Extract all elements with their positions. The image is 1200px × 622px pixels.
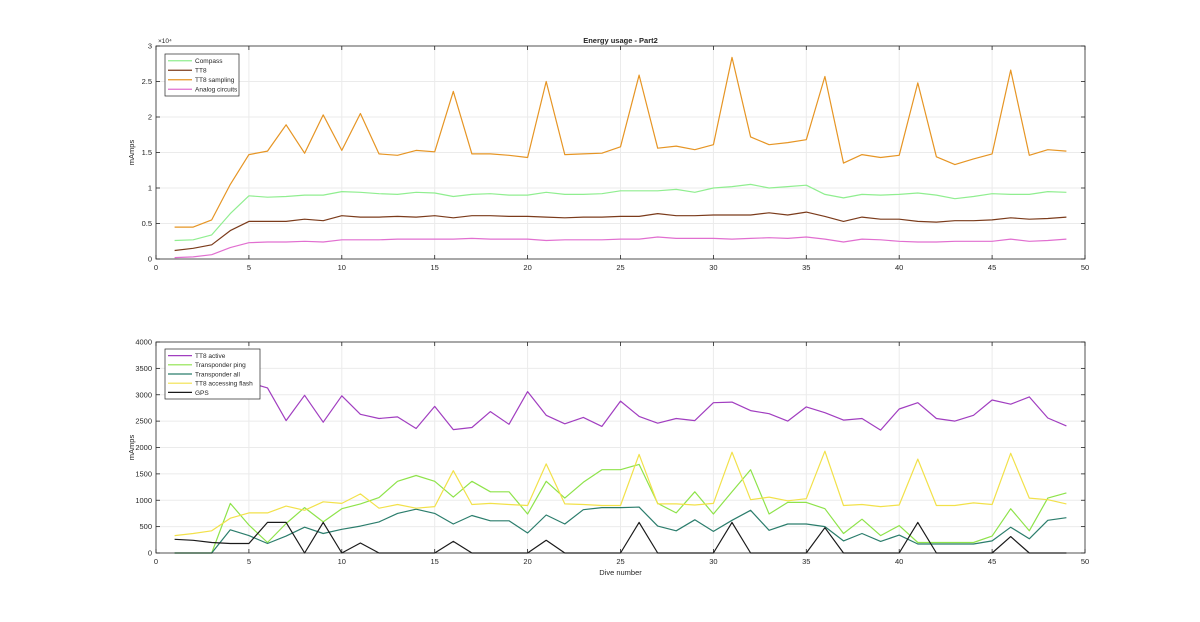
y-tick-label: 3	[148, 42, 152, 51]
legend-label: TT8	[195, 68, 207, 75]
legend-label: Transponder ping	[195, 362, 246, 369]
x-tick-label: 30	[709, 263, 717, 272]
x-tick-label: 50	[1081, 263, 1089, 272]
legend-label: TT8 sampling	[195, 77, 235, 84]
y-multiplier-label: ×10⁴	[158, 38, 172, 45]
y-tick-label: 0	[148, 255, 152, 264]
y-axis-label: mAmps	[127, 140, 136, 166]
legend-label: Transponder all	[195, 371, 240, 378]
x-tick-label: 20	[523, 263, 531, 272]
legend-label: Analog circuits	[195, 87, 238, 94]
x-tick-label: 10	[338, 557, 346, 566]
x-axis-label: Dive number	[599, 568, 642, 577]
legend-label: Compass	[195, 58, 223, 65]
y-tick-label: 0.5	[142, 219, 152, 228]
y-tick-label: 2500	[135, 417, 152, 426]
series-line-tt8-accessing-flash	[174, 450, 1067, 537]
x-tick-label: 5	[247, 557, 251, 566]
series-line-tt8-sampling	[174, 56, 1067, 228]
legend-label: TT8 accessing flash	[195, 381, 253, 388]
x-tick-label: 40	[895, 557, 903, 566]
y-axis-label: mAmps	[127, 435, 136, 461]
x-tick-label: 45	[988, 263, 996, 272]
x-tick-label: 25	[616, 263, 624, 272]
x-tick-label: 5	[247, 263, 251, 272]
x-tick-label: 10	[338, 263, 346, 272]
y-tick-label: 1	[148, 184, 152, 193]
top-axes: 0 5 10 15 20 25 30 35 40 45 50 0 0.5 1 1.5 2 2.5 3 ×10⁴ Ene…	[127, 36, 1089, 272]
x-tick-label: 25	[616, 557, 624, 566]
x-tick-label: 30	[709, 557, 717, 566]
series-line-compass	[174, 183, 1067, 242]
x-tick-label: 15	[431, 557, 439, 566]
y-tick-label: 3500	[135, 364, 152, 373]
x-tick-label: 40	[895, 263, 903, 272]
y-tick-label: 0	[148, 549, 152, 558]
x-tick-label: 35	[802, 263, 810, 272]
series-line-transponder-all	[174, 506, 1067, 554]
y-tick-label: 1000	[135, 496, 152, 505]
y-tick-label: 1500	[135, 469, 152, 478]
x-tick-label: 0	[154, 557, 158, 566]
series-line-analog-circuits	[174, 236, 1067, 259]
chart-title: Energy usage - Part2	[583, 36, 658, 45]
x-tick-label: 45	[988, 557, 996, 566]
y-tick-label: 4000	[135, 338, 152, 347]
series-line-tt8-active	[248, 382, 1067, 431]
legend-label: GPS	[195, 390, 209, 397]
x-tick-label: 0	[154, 263, 158, 272]
bottom-axes: 0 5 10 15 20 25 30 35 40 45 5005001000150020002500…	[127, 338, 1089, 577]
x-tick-label: 35	[802, 557, 810, 566]
legend-label: TT8 active	[195, 353, 226, 360]
x-tick-label: 15	[431, 263, 439, 272]
series-line-tt8	[174, 211, 1067, 252]
y-tick-label: 1.5	[142, 148, 152, 157]
x-tick-label: 50	[1081, 557, 1089, 566]
y-tick-label: 2000	[135, 443, 152, 452]
y-tick-label: 500	[139, 522, 152, 531]
y-tick-label: 2	[148, 113, 152, 122]
y-tick-label: 2.5	[142, 77, 152, 86]
x-tick-label: 20	[523, 557, 531, 566]
y-tick-label: 3000	[135, 390, 152, 399]
